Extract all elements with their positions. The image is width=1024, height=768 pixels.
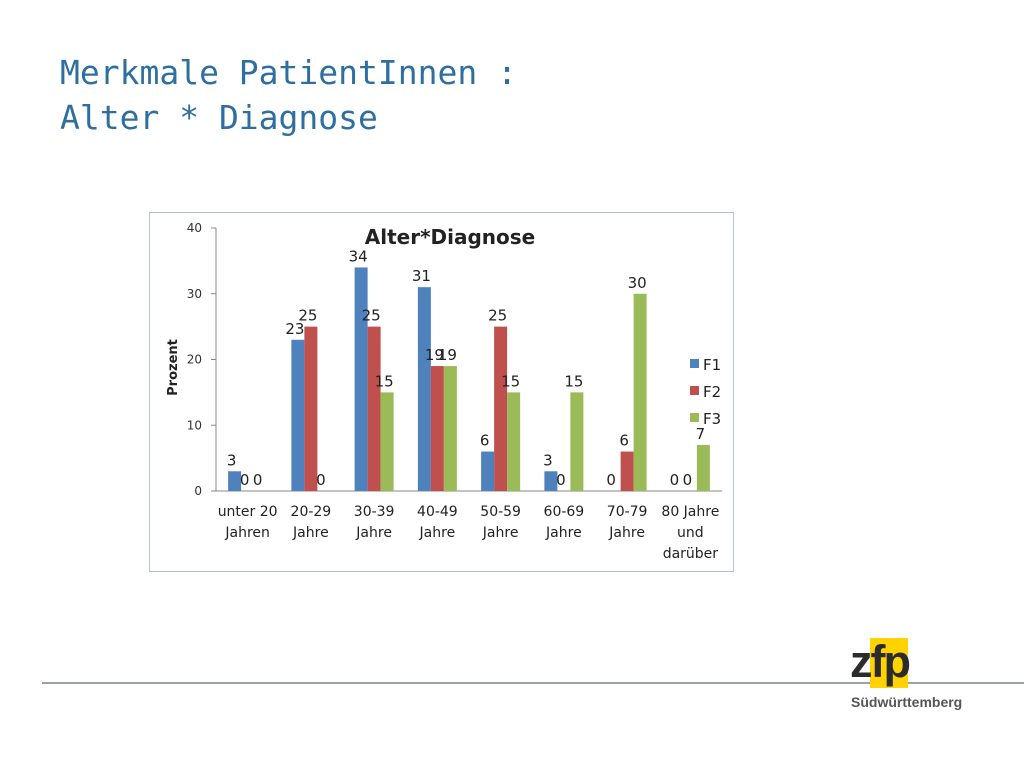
data-label-F3: 19 [438,346,457,364]
legend-label-F3: F3 [703,410,721,428]
legend-swatch-F2 [690,386,699,395]
slide-title-line-2: Alter * Diagnose [60,98,378,137]
logo-yellow-box [870,638,908,688]
bar-F3 [380,392,394,491]
data-label-F2: 6 [619,432,629,450]
bar-F3 [570,392,584,491]
data-label-F1: 0 [606,471,616,489]
x-tick-label: Jahre [482,525,519,541]
y-tick-label: 0 [194,484,202,498]
data-label-F2: 25 [298,307,317,325]
logo-subtitle: Südwürttemberg [851,694,963,710]
bar-F2 [430,366,444,491]
data-label-F3: 15 [564,372,583,390]
data-label-F3: 30 [628,274,647,292]
bar-F3 [696,444,710,491]
legend-swatch-F3 [690,413,699,422]
logo-wordmark: zfp [850,636,911,687]
x-tick-label: Jahre [292,525,329,541]
x-tick-label: Jahre [355,525,392,541]
x-tick-label: Jahre [545,525,582,541]
x-tick-label: unter 20 [218,504,278,520]
bar-F2 [304,326,318,491]
x-tick-label: Jahren [224,525,270,541]
y-axis-label: Prozent [166,339,181,396]
x-tick-label: darüber [663,546,719,562]
bar-F3 [507,392,521,491]
y-tick-label: 10 [187,418,202,432]
data-label-F3: 15 [375,372,394,390]
data-label-F2: 25 [488,307,507,325]
data-label-F1: 34 [349,247,368,265]
bar-F1 [481,451,495,491]
y-tick-label: 30 [187,287,202,301]
bar-F1 [228,471,242,491]
data-label-F3: 0 [316,471,326,489]
footer-divider [42,682,1024,684]
zfp-logo: zfp Südwürttemberg [848,636,978,716]
bar-F2 [620,451,634,491]
data-label-F1: 23 [285,320,304,338]
bar-F3 [633,293,647,491]
data-label-F2: 0 [240,471,250,489]
data-label-F3: 15 [501,372,520,390]
data-label-F1: 6 [480,432,490,450]
data-label-F3: 7 [696,425,706,443]
x-tick-label: 30-39 [354,504,395,520]
legend-label-F2: F2 [703,383,721,401]
data-label-F2: 25 [362,307,381,325]
bar-F1 [544,471,558,491]
slide-title-line-1: Merkmale PatientInnen : [60,53,517,92]
bar-F3 [443,366,457,491]
slide-title: Merkmale PatientInnen : Alter * Diagnose [60,50,517,140]
x-tick-label: 50-59 [480,504,521,520]
y-tick-label: 40 [187,221,202,235]
legend-label-F1: F1 [703,356,721,374]
x-tick-label: 20-29 [291,504,332,520]
x-tick-label: Jahre [608,525,645,541]
x-tick-label: 40-49 [417,504,458,520]
x-tick-label: 70-79 [607,504,648,520]
data-label-F3: 0 [253,471,263,489]
x-tick-label: 60-69 [544,504,585,520]
data-label-F2: 0 [683,471,693,489]
x-tick-label: Jahre [419,525,456,541]
x-tick-label: 80 Jahre [661,504,719,520]
chart-title: Alter*Diagnose [365,225,536,249]
bar-F2 [367,326,381,491]
bar-F2 [494,326,508,491]
legend-swatch-F1 [690,359,699,368]
y-tick-label: 20 [187,353,202,367]
data-label-F1: 3 [227,451,237,469]
x-tick-label: und [677,525,704,541]
chart-frame: 0 10 20 30 40 Prozent Alter*Diagnose 3 0 0 unter 2… [149,212,734,572]
data-label-F1: 3 [543,451,553,469]
data-label-F2: 19 [425,346,444,364]
bar-F1 [291,339,305,491]
bar-F1 [417,287,431,491]
data-label-F2: 0 [556,471,566,489]
bar-F1 [354,267,368,491]
data-label-F1: 31 [412,267,431,285]
data-label-F1: 0 [670,471,680,489]
